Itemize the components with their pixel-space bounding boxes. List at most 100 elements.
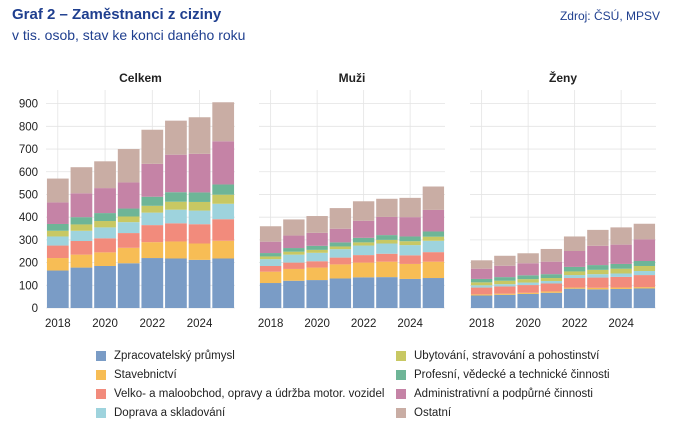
y-tick-label: 700 [19,144,38,156]
y-tick-label: 100 [19,280,38,292]
legend-label: Doprava a skladování [114,407,226,419]
bar-segment [517,275,539,280]
bar-segment [188,243,211,260]
bar-segment [165,223,187,242]
bar-segment [188,153,211,193]
bar-segment [633,288,656,308]
bar-segment [422,278,445,308]
bar-segment [70,241,93,255]
bar-segment [352,245,375,256]
bar-segment [352,220,375,238]
bar-segment [517,293,539,308]
bar-segment [117,182,140,209]
bar-segment [517,263,539,276]
chart-title: Graf 2 – Zaměstnanci z ciziny [12,6,222,23]
bar-segment [283,254,305,263]
bar-segment [563,271,586,276]
bar-segment [212,258,235,308]
bar-segment [376,277,398,308]
bar-segment [283,219,305,236]
bar-segment [94,221,116,228]
y-tick-label: 900 [19,99,38,111]
bar-segment [212,184,235,195]
x-tick-label: 2018 [469,318,495,330]
bar-segment [563,288,586,308]
bar-segment [517,292,539,294]
bar-segment [587,229,609,246]
bar-segment [610,273,632,277]
legend-swatch [396,351,406,361]
legend-swatch [396,370,406,380]
legend-item: Administrativní a podpůrné činnosti [396,388,593,400]
x-tick-label: 2022 [351,318,377,330]
legend-item: Ostatní [396,407,451,419]
bar-segment [470,295,493,308]
bar-segment [70,230,93,242]
bar-segment [188,224,211,244]
legend-swatch [396,389,406,399]
x-tick-label: 2024 [397,318,423,330]
bar-segment [352,262,375,278]
bar-segment [188,117,211,154]
bar-segment [117,149,140,183]
bar-segment [329,228,352,243]
bar-segment [399,263,421,279]
bar-segment [376,239,398,244]
bar-segment [470,278,493,283]
legend-item: Stavebnictví [96,369,177,381]
bar-segment [165,258,187,308]
bar-segment [165,241,187,259]
bar-segment [259,241,282,254]
bar-segment [46,236,69,246]
bar-segment [517,279,539,283]
bar-segment [212,102,235,142]
bar-segment [376,261,398,278]
bar-segment [283,248,305,252]
bar-segment [117,222,140,234]
bar-segment [141,212,164,226]
bar-segment [517,282,539,286]
bar-segment [610,263,632,269]
bar-segment [399,278,421,308]
bar-segment [376,253,398,262]
bar-segment [259,265,282,272]
legend-item: Ubytování, stravování a pohostinství [396,350,599,362]
bar-segment [259,259,282,266]
x-tick-label: 2020 [304,318,330,330]
bar-segment [422,231,445,237]
bar-segment [70,254,93,268]
bar-segment [540,274,563,279]
legend-label: Zpracovatelský průmysl [114,350,235,362]
x-tick-label: 2020 [515,318,541,330]
bar-segment [46,178,69,203]
bar-segment [470,268,493,279]
bar-segment [422,240,445,253]
bar-segment [610,268,632,274]
bar-segment [633,287,656,289]
bar-segment [329,208,352,229]
bar-segment [46,270,69,308]
bar-segment [188,192,211,202]
legend-swatch [96,389,106,399]
legend-swatch [396,408,406,418]
panel-title-0: Celkem [119,71,162,85]
bar-segment [94,161,116,189]
bar-segment [283,251,305,255]
bar-segment [329,246,352,250]
bar-segment [212,203,235,220]
bar-segment [352,255,375,263]
bar-segment [141,129,164,164]
bar-segment [259,226,282,242]
bar-segment [94,238,116,253]
bar-segment [212,141,235,185]
x-tick-label: 2018 [258,318,284,330]
y-tick-label: 0 [32,303,38,315]
y-tick-label: 400 [19,212,38,224]
y-tick-label: 500 [19,189,38,201]
bar-segment [306,267,328,281]
bar-segment [540,280,563,284]
chart-subtitle: v tis. osob, stav ke konci daného roku [12,27,246,43]
bar-segment [212,240,235,259]
bar-segment [376,198,398,217]
bar-segment [165,120,187,155]
